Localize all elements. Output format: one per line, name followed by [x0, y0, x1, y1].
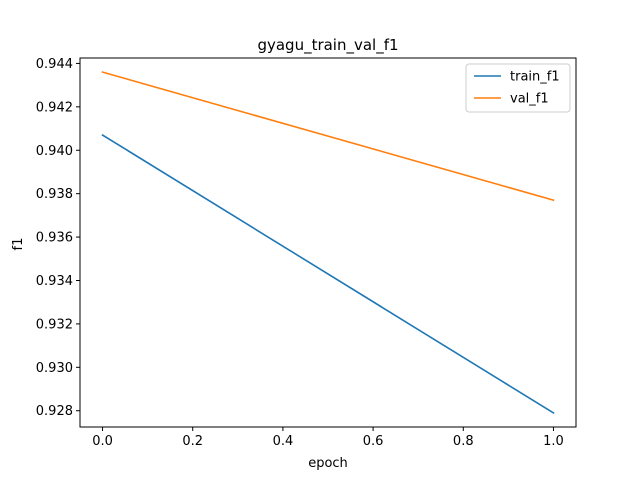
- legend-label-val_f1: val_f1: [510, 92, 549, 107]
- y-tick-label: 0.930: [36, 361, 73, 376]
- axis-ticks: 0.0 0.2 0.4 0.6 0.8 1.0 0.928 0.930 0.932 0.934 0.…: [36, 57, 564, 449]
- y-tick-label: 0.942: [36, 100, 73, 115]
- y-tick-label: 0.940: [36, 144, 73, 159]
- legend: train_f1 val_f1: [465, 63, 571, 113]
- y-tick-label: 0.944: [36, 57, 73, 72]
- series-line-train_f1: [101, 133, 555, 414]
- x-tick-label: 0.0: [92, 434, 113, 449]
- y-tick-label: 0.932: [36, 317, 73, 332]
- y-axis-label: f1: [11, 238, 26, 251]
- y-tick-label: 0.936: [36, 231, 73, 246]
- legend-entries: train_f1 val_f1: [474, 70, 560, 107]
- legend-label-train_f1: train_f1: [510, 70, 560, 85]
- x-tick-label: 0.2: [182, 434, 203, 449]
- x-axis-label: epoch: [308, 456, 348, 471]
- plot-frame: [79, 57, 577, 428]
- x-tick-label: 1.0: [543, 434, 564, 449]
- x-tick-label: 0.4: [273, 434, 294, 449]
- x-tick-label: 0.6: [363, 434, 384, 449]
- y-tick-label: 0.928: [36, 404, 73, 419]
- y-tick-label: 0.934: [36, 274, 73, 289]
- x-tick-label: 0.8: [453, 434, 474, 449]
- y-tick-label: 0.938: [36, 187, 73, 202]
- series-line-val_f1: [101, 71, 555, 202]
- plot-series: [101, 71, 555, 414]
- chart-title: gyagu_train_val_f1: [257, 36, 398, 55]
